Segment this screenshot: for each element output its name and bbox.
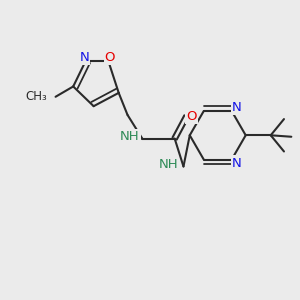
- Text: N: N: [232, 101, 242, 114]
- Text: N: N: [79, 51, 89, 64]
- Text: NH: NH: [158, 158, 178, 171]
- Text: O: O: [187, 110, 197, 123]
- Text: CH₃: CH₃: [25, 90, 47, 103]
- Text: NH: NH: [120, 130, 140, 142]
- Text: O: O: [105, 51, 115, 64]
- Text: N: N: [232, 157, 242, 169]
